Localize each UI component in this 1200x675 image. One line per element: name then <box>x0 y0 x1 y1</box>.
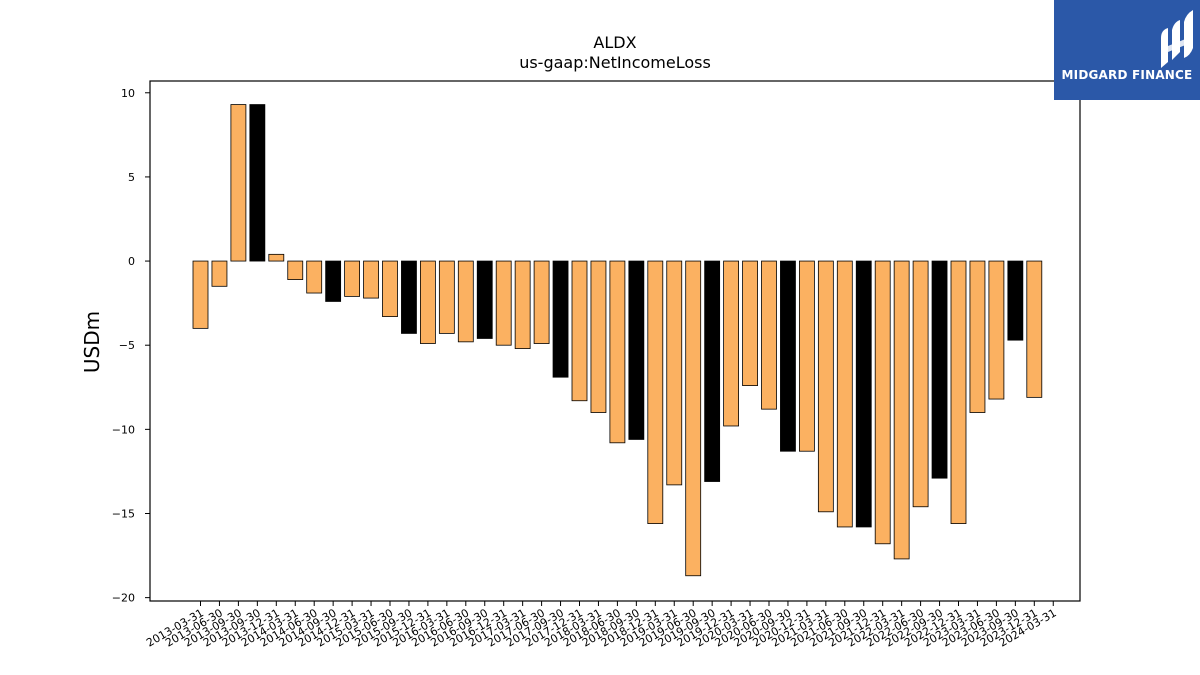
y-tick-label: −15 <box>112 507 135 520</box>
x-axis-ticks: 2013-03-312013-06-302013-09-302013-09-30… <box>144 601 1059 650</box>
bar <box>249 104 266 262</box>
bar-series <box>192 104 1043 577</box>
bar <box>723 260 739 427</box>
chart-subtitle: us-gaap:NetIncomeLoss <box>519 53 711 72</box>
bar <box>912 260 929 508</box>
bar <box>363 260 379 299</box>
bar <box>230 104 247 262</box>
y-tick-label: 10 <box>121 87 135 100</box>
bar <box>628 260 645 440</box>
bar <box>571 260 588 402</box>
bar <box>590 260 607 413</box>
bar <box>609 260 626 444</box>
y-axis-ticks: 10 5 0 −5 −10 −15 −20 <box>112 87 150 605</box>
bar <box>780 260 796 452</box>
bar <box>817 260 834 513</box>
bar <box>969 260 986 413</box>
y-axis-label: USDm <box>80 311 104 373</box>
bar <box>211 260 228 287</box>
bar <box>192 260 209 329</box>
bar <box>382 260 398 317</box>
bar <box>1007 260 1024 341</box>
bar <box>836 260 853 528</box>
logo-mark-icon <box>1161 10 1193 68</box>
bar <box>761 260 777 410</box>
logo-text: MIDGARD FINANCE <box>1061 68 1193 82</box>
bar <box>988 260 1005 400</box>
y-tick-label: 5 <box>128 171 135 184</box>
chart-title: ALDX <box>593 33 636 52</box>
bar <box>533 260 550 344</box>
bar <box>476 260 493 339</box>
bar <box>514 260 531 349</box>
bar <box>552 260 569 378</box>
bar <box>438 260 455 334</box>
bar <box>1026 260 1043 398</box>
y-tick-label: −5 <box>119 339 135 352</box>
plot-frame <box>149 80 1081 602</box>
bar <box>419 260 436 344</box>
bar <box>401 260 417 334</box>
bar <box>306 260 323 294</box>
bar <box>799 260 815 452</box>
bar <box>647 260 664 524</box>
bar <box>685 260 702 577</box>
bar <box>287 260 304 280</box>
bar <box>268 253 285 262</box>
bar <box>344 260 361 297</box>
bar <box>704 260 721 482</box>
bar <box>950 260 967 524</box>
y-tick-label: 0 <box>128 255 135 268</box>
bar <box>874 260 891 545</box>
bar <box>325 260 342 302</box>
y-tick-label: −10 <box>112 423 135 436</box>
bar <box>893 260 910 560</box>
brand-logo: MIDGARD FINANCE <box>1054 0 1200 100</box>
bar <box>666 260 683 486</box>
bar <box>931 260 948 479</box>
bar <box>855 260 872 528</box>
bar <box>495 260 512 346</box>
bar <box>742 260 758 386</box>
bar <box>457 260 474 343</box>
y-tick-label: −20 <box>112 592 135 605</box>
